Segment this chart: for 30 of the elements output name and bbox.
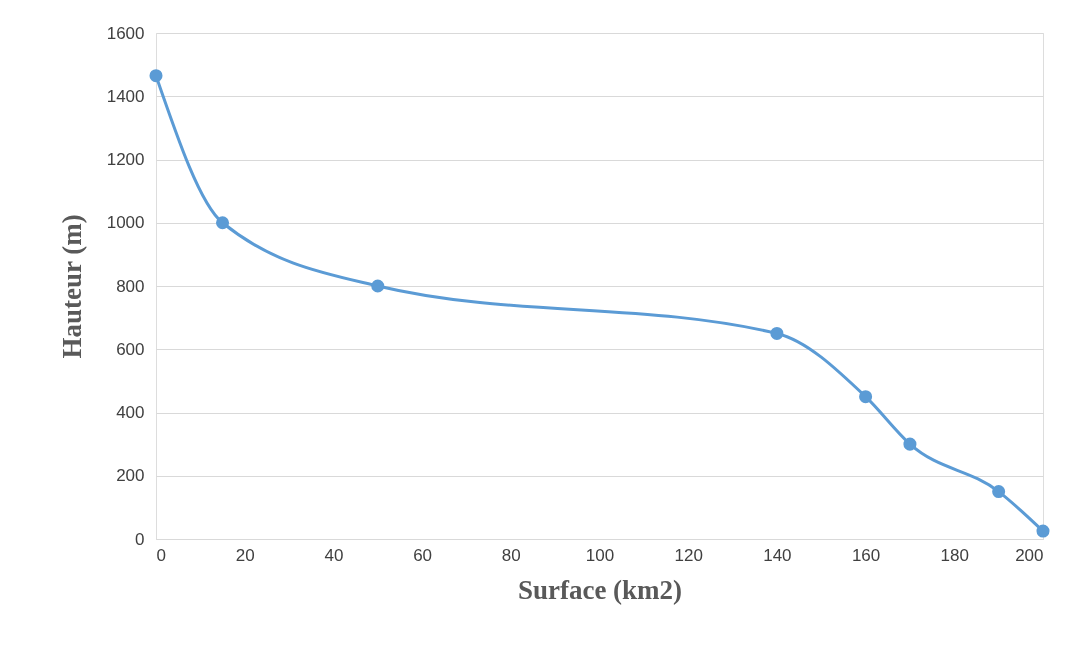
y-tick-label: 0 (135, 529, 145, 549)
point (371, 279, 385, 293)
y-tick-label: 1600 (106, 23, 145, 43)
point (992, 485, 1006, 499)
y-tick-label: 200 (116, 466, 145, 486)
x-tick-label: 40 (324, 545, 344, 565)
x-tick-label: 20 (235, 545, 255, 565)
y-tick-label: 800 (116, 276, 145, 296)
x-tick-label: 0 (156, 545, 166, 565)
y-tick-label: 400 (116, 403, 145, 422)
x-tick-label: 160 (851, 545, 881, 565)
y-axis-title: Hauteur (m) (56, 214, 87, 359)
point (770, 326, 784, 340)
x-tick-label: 60 (413, 545, 433, 565)
x-tick-label: 200 (1015, 545, 1044, 565)
point (859, 390, 873, 404)
y-tick-label: 1200 (106, 150, 145, 169)
point (216, 216, 230, 230)
y-tick-label: 1000 (106, 213, 145, 233)
point (903, 437, 917, 451)
x-tick-label: 80 (501, 545, 521, 565)
x-tick-label: 120 (674, 545, 703, 565)
x-axis-title: Surface (km2) (517, 574, 683, 605)
x-tick-label: 140 (763, 545, 792, 565)
y-tick-label: 600 (116, 339, 145, 359)
point (1036, 524, 1050, 538)
x-tick-label: 100 (585, 545, 615, 565)
y-tick-label: 1400 (106, 86, 145, 106)
x-tick-label: 180 (940, 545, 969, 565)
point (149, 69, 163, 83)
